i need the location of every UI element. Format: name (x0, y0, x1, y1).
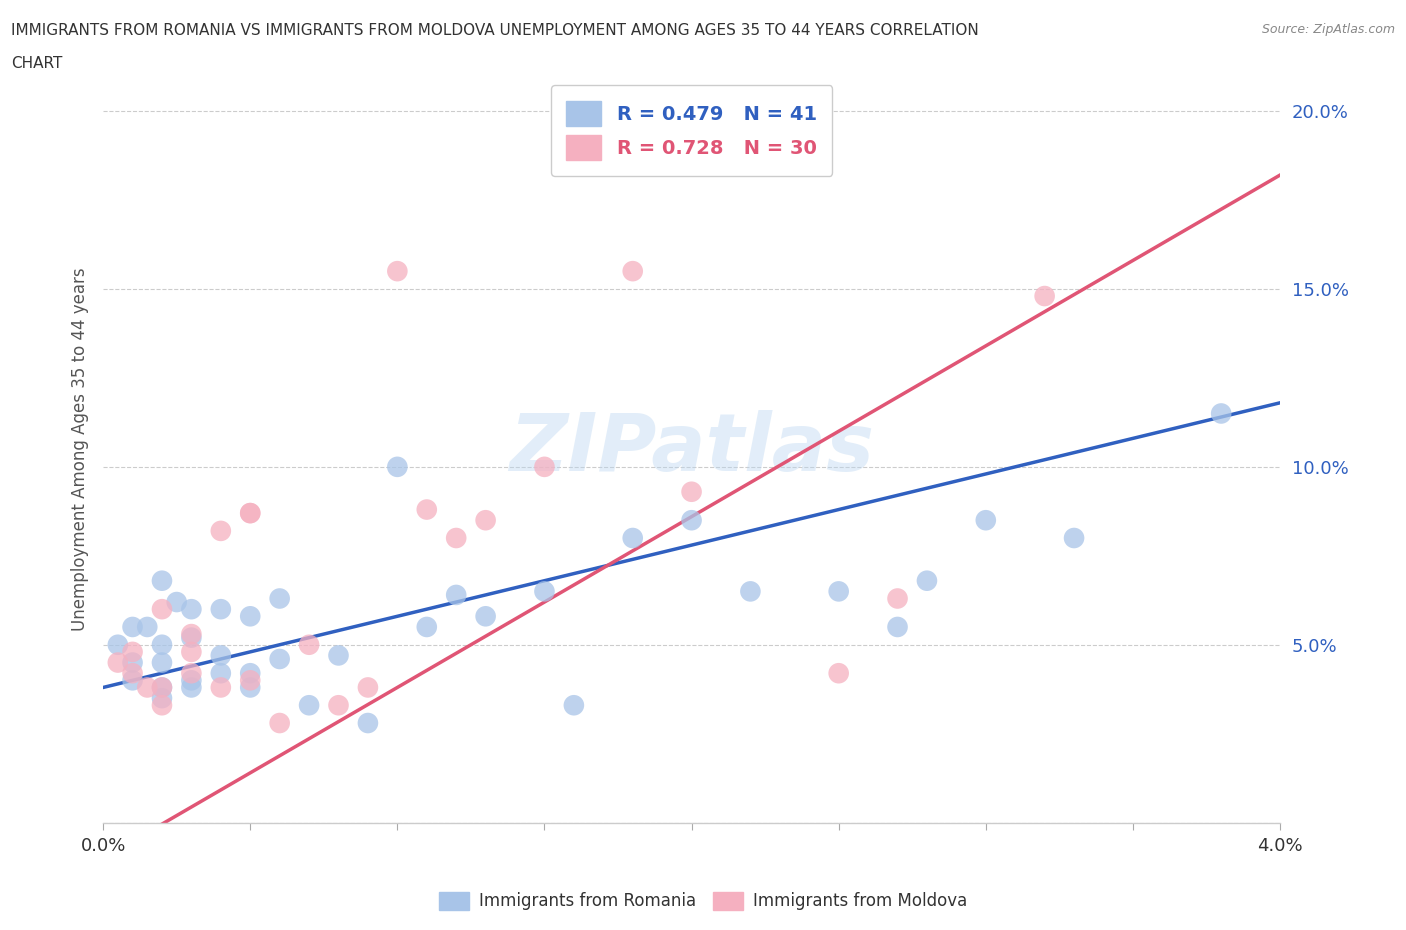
Point (180, 602, 202, 617)
Point (150, 655, 173, 670)
Point (150, 573, 173, 588)
Point (239, 666, 262, 681)
Point (621, 531, 644, 546)
Point (474, 609, 496, 624)
Point (444, 588, 467, 603)
Point (269, 652, 291, 667)
Point (269, 591, 291, 606)
Point (107, 655, 129, 670)
Point (416, 619, 439, 634)
Legend: Immigrants from Romania, Immigrants from Moldova: Immigrants from Romania, Immigrants from… (432, 885, 974, 917)
Point (974, 512, 997, 527)
Point (180, 680, 202, 695)
Point (209, 680, 232, 695)
Point (681, 485, 703, 499)
Point (150, 691, 173, 706)
Point (828, 666, 851, 681)
Point (387, 459, 409, 474)
Point (180, 631, 202, 645)
Point (298, 698, 321, 712)
Point (681, 512, 703, 527)
Point (387, 264, 409, 279)
Point (328, 648, 350, 663)
Point (180, 673, 202, 688)
Point (828, 584, 851, 599)
Point (444, 531, 467, 546)
Point (166, 594, 188, 609)
Point (180, 666, 202, 681)
Point (209, 602, 232, 617)
Point (474, 512, 496, 527)
Text: IMMIGRANTS FROM ROMANIA VS IMMIGRANTS FROM MOLDOVA UNEMPLOYMENT AMONG AGES 35 TO: IMMIGRANTS FROM ROMANIA VS IMMIGRANTS FR… (11, 23, 979, 38)
Point (239, 609, 262, 624)
Point (180, 627, 202, 642)
Point (1033, 288, 1056, 303)
Point (121, 673, 143, 688)
Point (209, 666, 232, 681)
Point (357, 680, 380, 695)
Point (915, 573, 938, 588)
Point (298, 637, 321, 652)
Point (209, 648, 232, 663)
Point (239, 506, 262, 521)
Y-axis label: Unemployment Among Ages 35 to 44 years: Unemployment Among Ages 35 to 44 years (72, 267, 89, 631)
Point (886, 619, 908, 634)
Text: ZIPatlas: ZIPatlas (509, 410, 875, 488)
Point (180, 644, 202, 659)
Text: Source: ZipAtlas.com: Source: ZipAtlas.com (1261, 23, 1395, 36)
Point (150, 698, 173, 712)
Point (239, 673, 262, 688)
Point (107, 637, 129, 652)
Point (269, 715, 291, 730)
Point (1211, 406, 1233, 421)
Point (328, 698, 350, 712)
Point (150, 680, 173, 695)
Point (740, 103, 762, 118)
Point (533, 459, 555, 474)
Text: CHART: CHART (11, 56, 63, 71)
Point (150, 637, 173, 652)
Point (136, 680, 159, 695)
Point (416, 502, 439, 517)
Point (121, 619, 143, 634)
Point (239, 506, 262, 521)
Point (562, 698, 585, 712)
Point (239, 680, 262, 695)
Point (1063, 531, 1085, 546)
Point (121, 655, 143, 670)
Point (621, 264, 644, 279)
Point (150, 602, 173, 617)
Point (533, 584, 555, 599)
Point (121, 666, 143, 681)
Point (740, 584, 762, 599)
Point (209, 524, 232, 538)
Point (357, 715, 380, 730)
Point (121, 644, 143, 659)
Legend: R = 0.479   N = 41, R = 0.728   N = 30: R = 0.479 N = 41, R = 0.728 N = 30 (551, 86, 832, 176)
Point (150, 680, 173, 695)
Point (886, 591, 908, 606)
Point (136, 619, 159, 634)
